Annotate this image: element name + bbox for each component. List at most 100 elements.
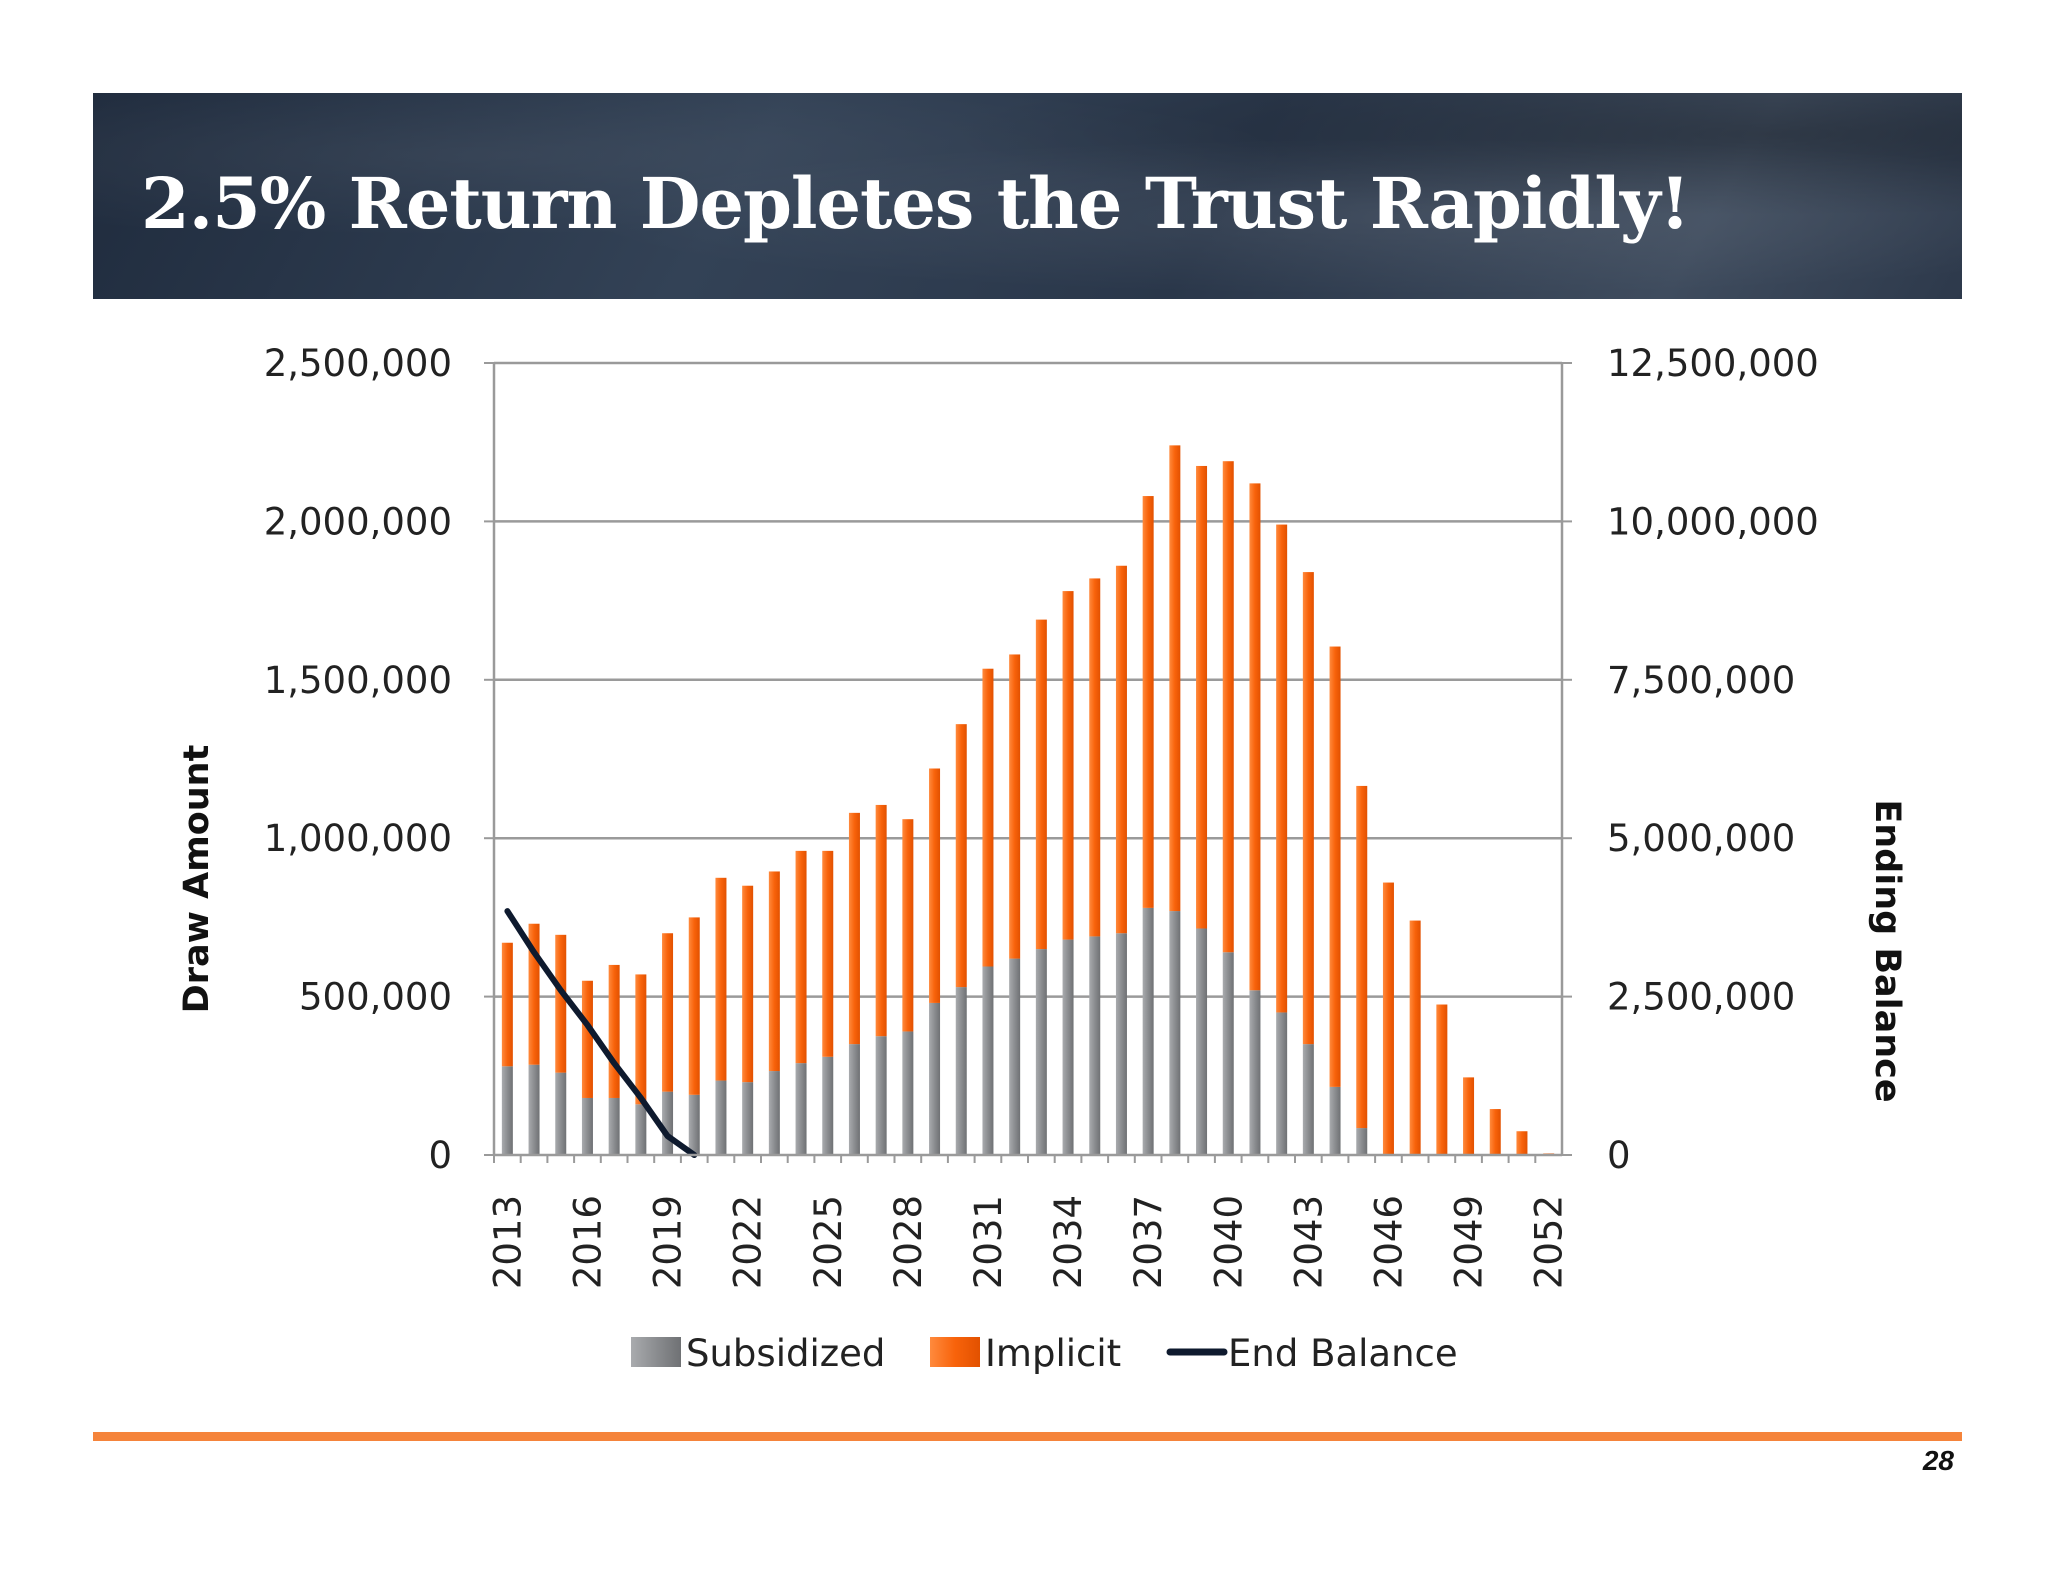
end-balance-line bbox=[504, 908, 698, 1158]
x-tick-label: 2043 bbox=[1287, 1195, 1330, 1289]
subsidized-bar bbox=[528, 1064, 540, 1155]
implicit-bar bbox=[1115, 565, 1127, 934]
subsidized-bar bbox=[742, 1082, 754, 1155]
slide-title: 2.5% Return Depletes the Trust Rapidly! bbox=[141, 162, 1690, 245]
subsidized-bar bbox=[1249, 990, 1261, 1155]
implicit-bar bbox=[1463, 1077, 1475, 1155]
subsidized-bar bbox=[715, 1080, 727, 1155]
implicit-bar bbox=[902, 819, 914, 1032]
subsidized-bar bbox=[555, 1072, 567, 1155]
footer-divider bbox=[93, 1432, 1962, 1441]
x-tick-label: 2037 bbox=[1127, 1195, 1170, 1289]
x-tick-label: 2052 bbox=[1528, 1195, 1571, 1289]
implicit-bar bbox=[982, 668, 994, 967]
implicit-bar bbox=[1169, 445, 1181, 912]
right-axis-title: Ending Balance bbox=[1867, 799, 1907, 1102]
implicit-bar bbox=[795, 850, 807, 1064]
subsidized-bar bbox=[875, 1036, 887, 1155]
subsidized-bar bbox=[848, 1044, 860, 1155]
implicit-bar bbox=[1089, 578, 1101, 937]
implicit-bar bbox=[555, 934, 567, 1073]
subsidized-bar bbox=[768, 1071, 780, 1155]
subsidized-bar bbox=[1356, 1128, 1368, 1155]
axes: 0 0 500,000 2,500,000 1,000,000 5,000,000 1,50… bbox=[177, 342, 1907, 1289]
draw-amount-chart: 0 0 500,000 2,500,000 1,000,000 5,000,000 1,50… bbox=[177, 342, 1907, 1375]
implicit-bar bbox=[848, 812, 860, 1045]
subsidized-bar bbox=[608, 1097, 620, 1155]
left-tick-label: 0 bbox=[428, 1134, 452, 1177]
subsidized-bar bbox=[902, 1031, 914, 1155]
gridlines bbox=[494, 361, 1562, 998]
title-banner: 2.5% Return Depletes the Trust Rapidly! bbox=[93, 93, 1962, 299]
implicit-bar bbox=[501, 942, 513, 1067]
right-tick-label: 12,500,000 bbox=[1607, 342, 1819, 385]
subsidized-bar bbox=[1035, 949, 1047, 1155]
implicit-bar bbox=[1356, 785, 1368, 1129]
x-tick-label: 2025 bbox=[807, 1195, 850, 1289]
subsidized-bar bbox=[822, 1056, 834, 1155]
right-tick-label: 10,000,000 bbox=[1607, 500, 1819, 543]
implicit-bar bbox=[742, 885, 754, 1083]
subsidized-bar bbox=[1276, 1012, 1288, 1155]
implicit-bar bbox=[608, 964, 620, 1098]
implicit-bar bbox=[1382, 882, 1394, 1155]
right-tick-label: 7,500,000 bbox=[1607, 659, 1795, 702]
left-tick-label: 2,000,000 bbox=[264, 500, 452, 543]
implicit-bar bbox=[1276, 524, 1288, 1013]
subsidized-bar bbox=[662, 1091, 674, 1155]
subsidized-bar bbox=[1222, 952, 1234, 1155]
x-tick-label: 2046 bbox=[1367, 1195, 1410, 1289]
x-tick-label: 2040 bbox=[1207, 1195, 1250, 1289]
subsidized-bar bbox=[501, 1066, 513, 1155]
implicit-bar bbox=[1196, 465, 1208, 929]
implicit-bar bbox=[581, 980, 593, 1098]
implicit-bar bbox=[715, 877, 727, 1081]
implicit-bar bbox=[688, 917, 700, 1095]
implicit-bar bbox=[662, 933, 674, 1092]
subsidized-bar bbox=[1169, 911, 1181, 1155]
x-tick-label: 2016 bbox=[566, 1195, 609, 1289]
subsidized-bar bbox=[1115, 933, 1127, 1155]
page-number: 28 bbox=[1922, 1445, 1954, 1476]
left-tick-label: 2,500,000 bbox=[264, 342, 452, 385]
implicit-bar bbox=[1409, 920, 1421, 1155]
subsidized-bar bbox=[688, 1094, 700, 1155]
implicit-bar bbox=[1142, 496, 1154, 908]
left-tick-label: 1,500,000 bbox=[264, 659, 452, 702]
subsidized-bar bbox=[1009, 958, 1021, 1155]
left-tick-label: 1,000,000 bbox=[264, 817, 452, 860]
bars bbox=[501, 445, 1555, 1155]
x-tick-label: 2019 bbox=[647, 1195, 690, 1289]
left-tick-label: 500,000 bbox=[299, 976, 452, 1019]
implicit-bar bbox=[1009, 654, 1021, 959]
subsidized-bar bbox=[1302, 1044, 1314, 1155]
implicit-bar bbox=[929, 768, 941, 1003]
legend-swatch-implicit bbox=[930, 1337, 980, 1367]
left-axis-title: Draw Amount bbox=[177, 745, 217, 1014]
implicit-bar bbox=[875, 804, 887, 1037]
implicit-bar bbox=[528, 923, 540, 1065]
implicit-bar bbox=[768, 871, 780, 1072]
right-tick-label: 2,500,000 bbox=[1607, 976, 1795, 1019]
subsidized-bar bbox=[982, 966, 994, 1155]
implicit-bar bbox=[635, 974, 647, 1105]
implicit-bar bbox=[1035, 619, 1047, 950]
legend-swatch-subsidized bbox=[631, 1337, 681, 1367]
legend-label-end-balance: End Balance bbox=[1228, 1332, 1458, 1375]
subsidized-bar bbox=[1329, 1086, 1341, 1155]
subsidized-bar bbox=[581, 1097, 593, 1155]
right-tick-label: 0 bbox=[1607, 1134, 1631, 1177]
subsidized-bar bbox=[1196, 928, 1208, 1155]
subsidized-bar bbox=[929, 1002, 941, 1155]
implicit-bar bbox=[1302, 572, 1314, 1045]
implicit-bar bbox=[1329, 646, 1341, 1087]
right-tick-label: 5,000,000 bbox=[1607, 817, 1795, 860]
x-tick-label: 2034 bbox=[1047, 1195, 1090, 1289]
implicit-bar bbox=[1516, 1131, 1528, 1155]
implicit-bar bbox=[1222, 461, 1234, 953]
subsidized-bar bbox=[795, 1063, 807, 1155]
subsidized-bar bbox=[1089, 936, 1101, 1155]
subsidized-bar bbox=[635, 1104, 647, 1155]
x-tick-label: 2031 bbox=[967, 1195, 1010, 1289]
implicit-bar bbox=[1436, 1004, 1448, 1155]
